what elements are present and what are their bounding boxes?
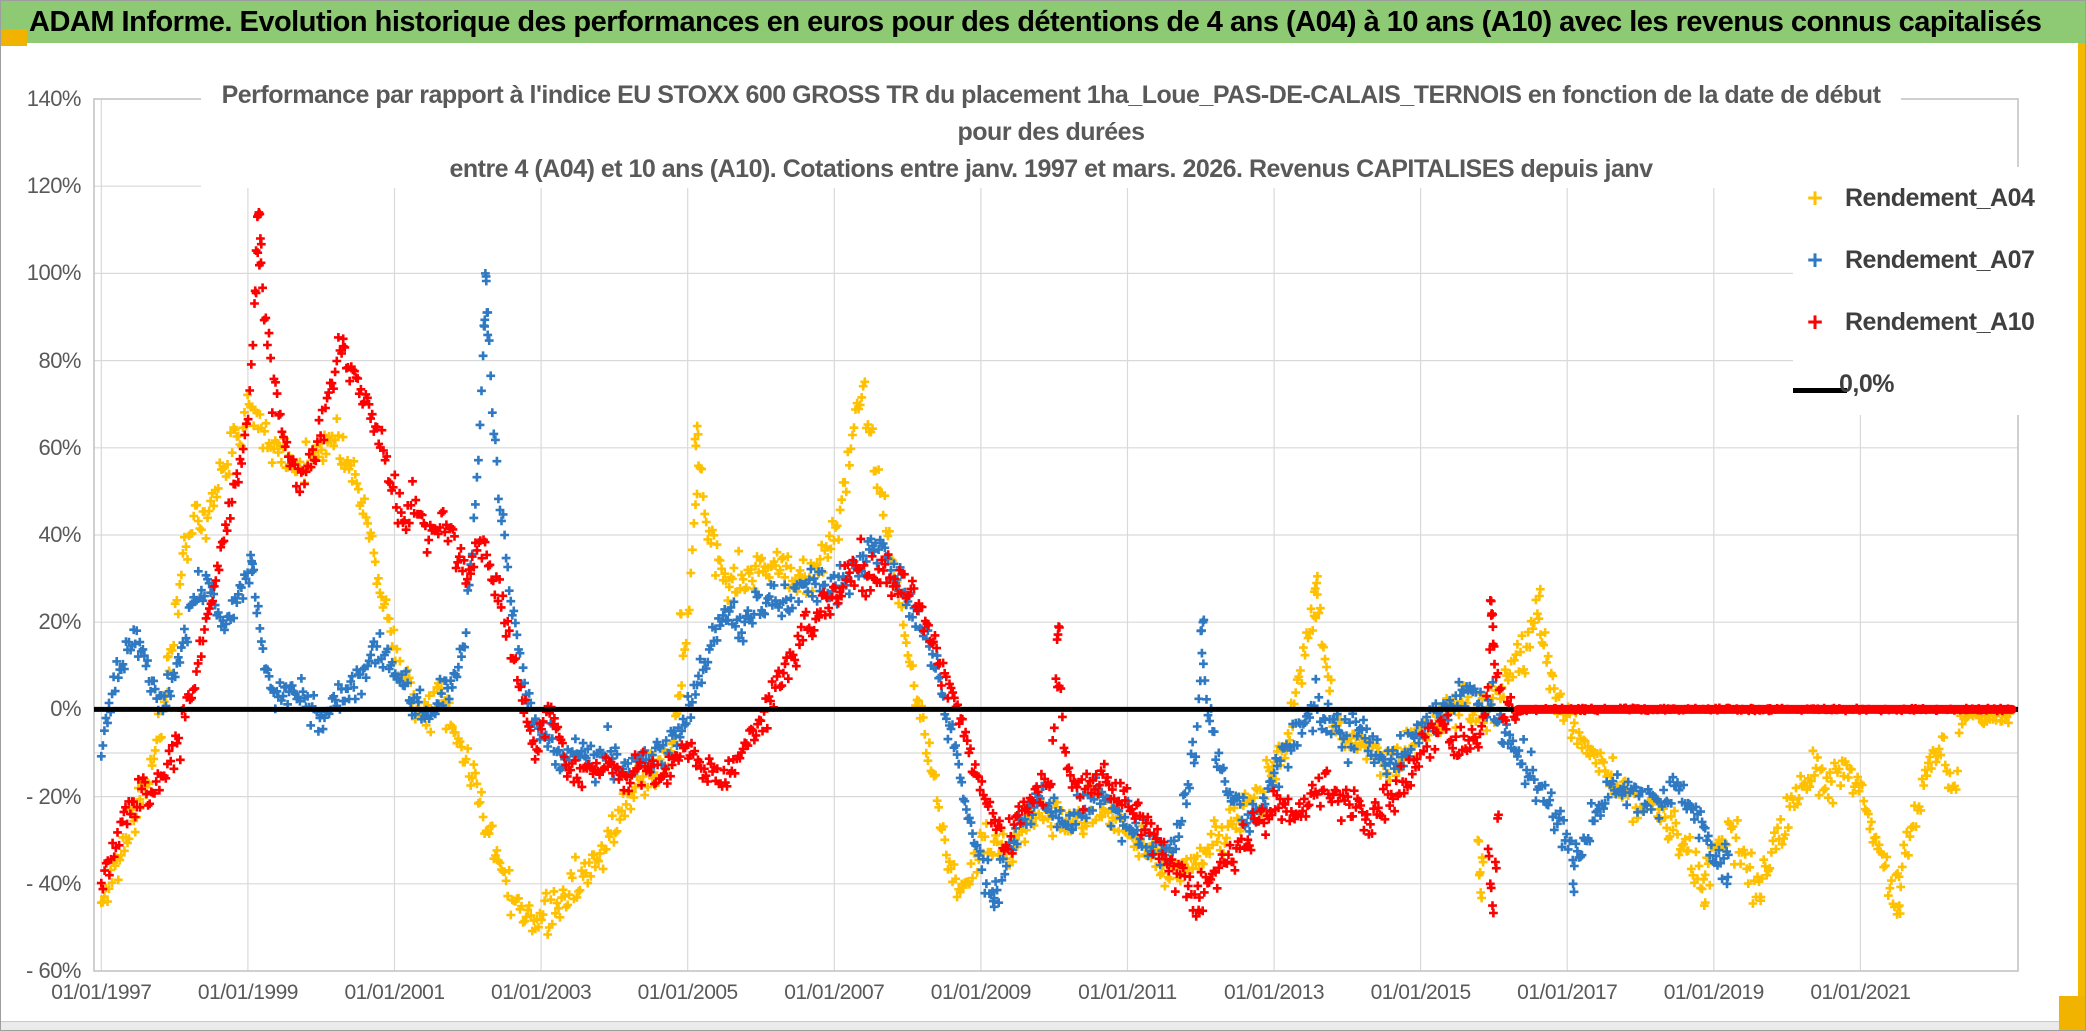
gridlines [94,99,2018,971]
y-axis-tick-label: 80% [38,347,81,373]
series-rendement_a10 [96,208,1522,921]
y-axis-tick-label: - 20% [26,783,81,809]
plus-marker-icon: + [1807,306,1823,337]
gold-accent-corner [2059,996,2085,1030]
y-axis-tick-label: 100% [26,260,82,286]
y-axis-tick-label: - 40% [26,870,81,896]
legend-label: Rendement_A04 [1845,183,2035,212]
x-axis-tick-label: 01/01/1997 [51,981,152,1004]
x-axis-tick-label: 01/01/2009 [930,981,1032,1004]
x-axis-tick-label: 01/01/2017 [1517,981,1618,1004]
chart-title: Performance par rapport à l'indice EU ST… [201,77,1901,188]
x-axis-tick-label: 01/01/2013 [1223,981,1325,1004]
legend-item-zero-line: 0,0% [1793,353,2063,415]
gold-accent-right-bar [2078,43,2085,1030]
chart-title-line-1: Performance par rapport à l'indice EU ST… [221,81,1881,109]
x-axis-tick-label: 01/01/2007 [784,981,885,1004]
y-axis-tick-label: 0% [50,696,81,722]
plus-marker-icon: + [1807,182,1823,213]
a10-flat-line-markers [1517,703,2013,716]
legend-item-rendement-a07: + Rendement_A07 [1793,229,2063,291]
window-header-title: ADAM Informe. Evolution historique des p… [1,1,2085,43]
y-axis-tick-label: 40% [38,522,81,547]
x-axis-tick-label: 01/01/2015 [1370,981,1472,1004]
x-axis-tick-label: 01/01/2019 [1663,981,1765,1004]
y-axis-tick-label: 20% [38,609,81,635]
x-axis-tick-label: 01/01/2011 [1078,981,1177,1004]
legend-label: 0,0% [1839,369,1894,398]
x-axis-tick-label: 01/01/2005 [637,981,739,1004]
legend-label: Rendement_A10 [1845,307,2035,336]
x-axis-tick-label: 01/01/2021 [1810,981,1911,1004]
y-axis-tick-label: 60% [38,434,81,460]
x-axis-tick-label: 01/01/1999 [197,981,299,1004]
y-axis-tick-label: - 60% [26,958,81,983]
legend-item-rendement-a10: + Rendement_A10 [1793,291,2063,353]
line-marker-icon [1793,371,1847,398]
plus-marker-icon: + [1807,244,1823,275]
window-bottom-strip [1,1021,2085,1030]
legend: + Rendement_A04 + Rendement_A07 + Rendem… [1793,167,2063,415]
legend-item-rendement-a04: + Rendement_A04 [1793,167,2063,229]
legend-label: Rendement_A07 [1845,245,2035,274]
chart-title-line-3: entre 4 (A04) et 10 ans (A10). Cotations… [449,155,1653,183]
y-axis-tick-label: 140% [26,86,82,111]
y-axis-tick-label: 120% [26,173,82,199]
chart-title-line-2: pour des durées [957,118,1146,146]
x-axis-tick-label: 01/01/2003 [491,981,592,1004]
x-axis-tick-label: 01/01/2001 [344,981,445,1004]
gold-accent-notch [1,29,27,46]
